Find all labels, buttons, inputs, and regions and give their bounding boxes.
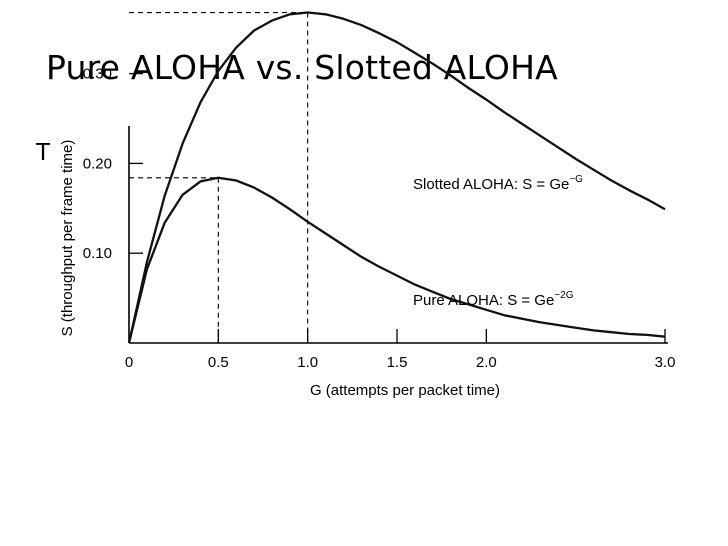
x-tick-label-5: 3.0 [655, 354, 676, 371]
x-tick-label-4: 2.0 [476, 354, 497, 371]
chart-axes [128, 72, 668, 344]
y-axis-title: S (throughput per frame time) [59, 140, 76, 337]
y-tick-label-1: 0.20 [83, 155, 112, 172]
series-label-1: Pure ALOHA: S = Ge−2G [413, 290, 574, 309]
x-axis-title: G (attempts per packet time) [310, 382, 500, 399]
stray-glyph: T [36, 140, 51, 166]
x-tick-label-2: 1.0 [297, 354, 318, 371]
series-line-pure-aloha [127, 176, 666, 344]
series-label-0: Slotted ALOHA: S = Ge−G [413, 174, 583, 193]
x-tick-label-1: 0.5 [208, 354, 229, 371]
x-tick-label-3: 1.5 [387, 354, 408, 371]
y-tick-label-2: 0.30 [83, 66, 112, 83]
peak-guide-lines [129, 11, 309, 343]
slide-title: Pure ALOHA vs. Slotted ALOHA [46, 48, 558, 87]
chart-curves [127, 11, 666, 344]
x-tick-label-0: 0 [125, 354, 133, 371]
y-tick-label-0: 0.10 [83, 245, 112, 262]
chart-labels: 0.100.200.300.4000.51.01.52.03.0Slotted … [59, 66, 676, 399]
series-line-slotted-aloha [127, 11, 666, 344]
